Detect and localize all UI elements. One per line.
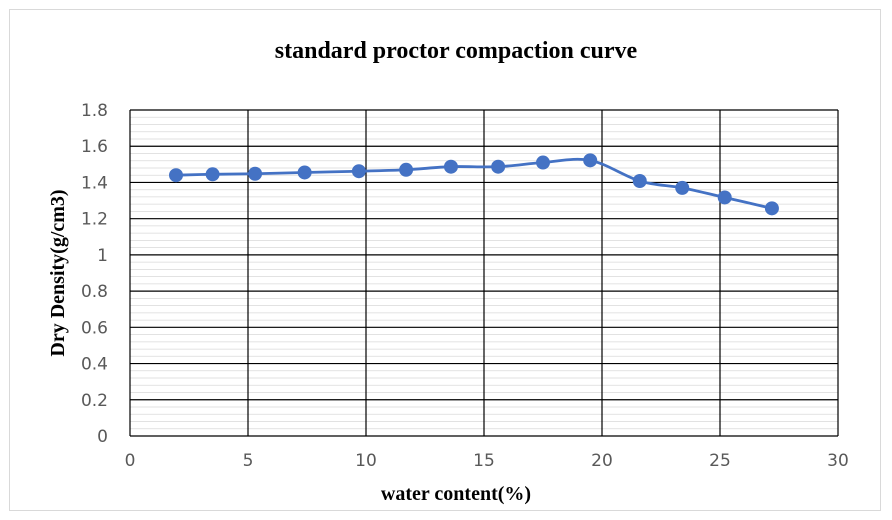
chart-title: standard proctor compaction curve	[275, 38, 638, 64]
y-axis-title: Dry Density(g/cm3)	[47, 189, 69, 356]
data-point	[717, 190, 732, 205]
y-tick-label: 1.2	[81, 210, 108, 230]
data-point	[351, 164, 366, 179]
data-point	[248, 166, 263, 181]
y-tick-label: 1	[97, 246, 108, 266]
chart-frame	[9, 9, 881, 511]
major-gridlines	[129, 109, 839, 437]
y-tick-label: 0.4	[81, 355, 108, 375]
y-tick-label: 0.8	[81, 282, 108, 302]
y-tick-labels: 0 0.2 0.4 0.6 0.8 1 1.2 1.4 1.6 1.8	[81, 101, 108, 447]
data-point	[764, 201, 779, 216]
data-point	[169, 168, 184, 183]
data-point	[632, 173, 647, 188]
x-tick-label: 5	[243, 451, 254, 471]
x-tick-label: 30	[827, 451, 849, 471]
data-point	[205, 167, 220, 182]
x-tick-label: 0	[125, 451, 136, 471]
data-point	[443, 159, 458, 174]
y-tick-label: 1.8	[81, 101, 108, 121]
y-tick-label: 0.2	[81, 391, 108, 411]
data-point	[491, 159, 506, 174]
data-point	[297, 165, 312, 180]
y-tick-label: 0	[97, 427, 108, 447]
series-points	[169, 153, 779, 216]
x-tick-label: 20	[591, 451, 613, 471]
x-tick-label: 15	[473, 451, 495, 471]
y-tick-label: 1.4	[81, 173, 108, 193]
y-tick-label: 0.6	[81, 318, 108, 338]
data-point	[399, 162, 414, 177]
x-axis-title: water content(%)	[381, 483, 531, 505]
x-tick-label: 10	[355, 451, 377, 471]
y-tick-label: 1.6	[81, 137, 108, 157]
data-point	[583, 153, 598, 168]
data-point	[675, 180, 690, 195]
x-tick-labels: 0 5 10 15 20 25 30	[125, 451, 849, 471]
x-tick-label: 25	[709, 451, 731, 471]
data-point	[536, 155, 550, 170]
